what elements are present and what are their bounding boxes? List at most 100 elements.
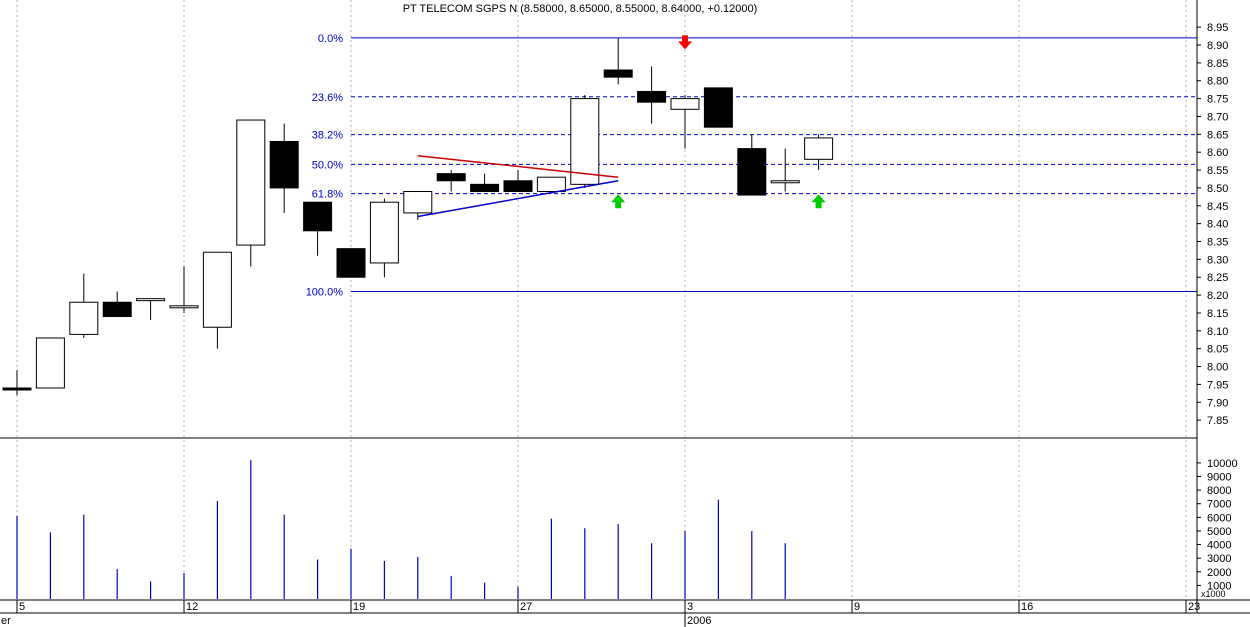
date-tick-label: 23	[1188, 601, 1200, 613]
candle	[269, 123, 299, 213]
arrow-up-icon	[611, 194, 626, 209]
candle-body	[703, 87, 733, 128]
price-tick-label: 8.80	[1207, 76, 1228, 88]
price-tick-label: 8.40	[1207, 219, 1228, 231]
candle	[35, 337, 65, 389]
volume-tick-label: 10000	[1207, 458, 1238, 470]
candle-body	[303, 201, 333, 232]
fib-level-label: 100.0%	[306, 287, 344, 299]
fib-level-label: 38.2%	[312, 130, 343, 142]
candle	[536, 176, 566, 192]
fib-level-label: 61.8%	[312, 189, 343, 201]
candle	[369, 198, 399, 278]
volume-tick-label: 6000	[1207, 512, 1231, 524]
candle-body	[269, 140, 299, 189]
fib-level-label: 23.6%	[312, 92, 343, 104]
price-tick-label: 8.00	[1207, 362, 1228, 374]
candle	[804, 134, 834, 171]
date-tick-label: 27	[520, 601, 532, 613]
candle	[2, 370, 32, 396]
candle-body	[369, 201, 399, 264]
candle-body	[670, 98, 700, 110]
candle-body	[770, 180, 800, 184]
price-tick-label: 8.05	[1207, 344, 1228, 356]
candle	[236, 119, 266, 267]
candle-body	[804, 137, 834, 160]
volume-bars	[16, 460, 786, 599]
candle-body	[570, 98, 600, 185]
price-tick-label: 8.20	[1207, 290, 1228, 302]
price-tick-label: 8.50	[1207, 183, 1228, 195]
price-tick-label: 8.30	[1207, 254, 1228, 266]
candle-body	[603, 69, 633, 78]
price-tick-label: 8.25	[1207, 272, 1228, 284]
candle	[136, 298, 166, 321]
price-tick-label: 8.90	[1207, 40, 1228, 52]
candle	[470, 173, 500, 192]
price-tick-label: 8.85	[1207, 58, 1228, 70]
candle-body	[637, 90, 667, 103]
volume-tick-label: 5000	[1207, 526, 1231, 538]
triangle-lower-line	[417, 180, 619, 218]
year-label: 2006	[687, 615, 711, 627]
price-tick-label: 8.45	[1207, 201, 1228, 213]
date-tick-label: 16	[1021, 601, 1033, 613]
candle	[303, 201, 333, 256]
candle-body	[503, 180, 533, 192]
price-tick-label: 8.95	[1207, 22, 1228, 34]
triangle-upper-line	[417, 155, 619, 178]
volume-tick-label: 3000	[1207, 553, 1231, 565]
price-tick-label: 8.55	[1207, 165, 1228, 177]
candle	[670, 95, 700, 149]
arrow-up-icon	[811, 194, 826, 209]
candle-body	[536, 176, 566, 192]
signal-arrows	[611, 35, 826, 209]
candle-body	[436, 173, 466, 182]
candle	[102, 291, 132, 318]
candle	[69, 273, 99, 338]
candle	[603, 37, 633, 85]
price-tick-label: 8.65	[1207, 129, 1228, 141]
price-tick-label: 8.75	[1207, 94, 1228, 106]
candle-body	[169, 305, 199, 309]
triangle-pattern	[417, 155, 619, 218]
volume-tick-label: 9000	[1207, 472, 1231, 484]
candle	[737, 134, 767, 196]
volume-tick-label: 7000	[1207, 499, 1231, 511]
volume-tick-label: 8000	[1207, 485, 1231, 497]
candle	[503, 170, 533, 192]
candle-body	[136, 298, 166, 302]
candle	[770, 148, 800, 192]
date-tick-label: 5	[19, 601, 25, 613]
candle-body	[2, 387, 32, 391]
candle	[169, 266, 199, 313]
candle	[570, 95, 600, 188]
date-tick-label: 9	[854, 601, 860, 613]
arrow-down-icon	[678, 35, 692, 50]
candle-body	[69, 301, 99, 335]
candle-body	[737, 148, 767, 196]
x-axis-left-fragment: er	[1, 615, 11, 627]
price-tick-label: 8.15	[1207, 308, 1228, 320]
volume-tick-label: 4000	[1207, 540, 1231, 552]
price-tick-label: 7.95	[1207, 379, 1228, 391]
candle-body	[35, 337, 65, 389]
candle-body	[403, 190, 433, 214]
price-tick-label: 8.35	[1207, 237, 1228, 249]
volume-multiplier-label: x1000	[1201, 589, 1226, 599]
date-tick-label: 12	[186, 601, 198, 613]
candle	[436, 170, 466, 192]
price-tick-label: 8.10	[1207, 326, 1228, 338]
candle-body	[236, 119, 266, 246]
candle	[202, 251, 232, 349]
volume-tick-label: 2000	[1207, 567, 1231, 579]
date-tick-label: 19	[353, 601, 365, 613]
date-tick-label: 3	[687, 601, 693, 613]
grid	[16, 0, 1187, 613]
candle	[703, 87, 733, 128]
candle	[336, 248, 366, 278]
candle-body	[336, 248, 366, 278]
candles	[2, 37, 834, 396]
volume-tick-label: 1000	[1207, 580, 1231, 592]
